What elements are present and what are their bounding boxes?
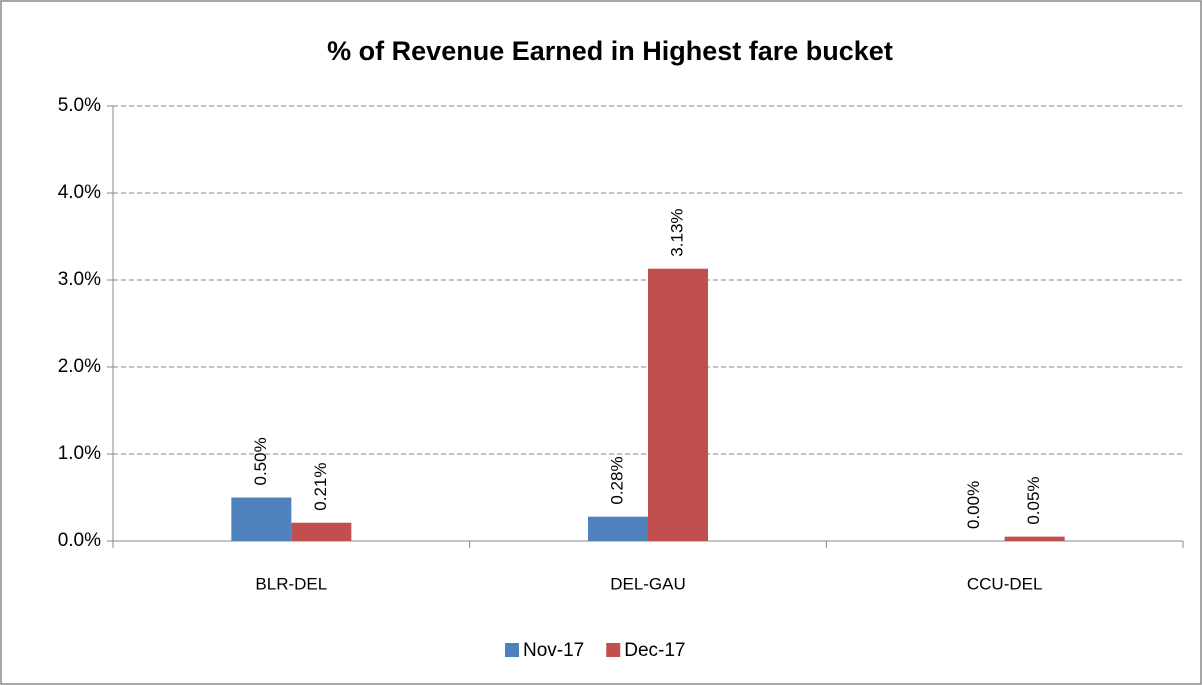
chart-title: % of Revenue Earned in Highest fare buck… [327,36,893,66]
y-tick-label: 0.0% [58,530,101,551]
legend-label: Dec-17 [624,640,685,661]
y-tick-label: 5.0% [58,95,101,116]
x-tick-label: DEL-GAU [610,574,686,593]
bar [588,516,648,541]
data-label: 0.28% [607,456,626,504]
data-label: 3.13% [667,208,686,256]
x-tick-label: CCU-DEL [967,574,1043,593]
data-label: 0.00% [964,481,983,529]
bar [231,497,292,541]
bar [291,522,352,541]
bar [1004,536,1065,541]
y-tick-label: 1.0% [58,443,101,464]
y-tick-label: 4.0% [58,182,101,203]
x-tick-label: BLR-DEL [255,574,327,593]
legend-label: Nov-17 [523,640,584,661]
data-label: 0.50% [251,437,270,485]
y-tick-label: 3.0% [58,269,101,290]
data-label: 0.21% [311,463,330,511]
legend-swatch [606,643,621,657]
data-label: 0.05% [1024,476,1043,524]
bar [648,268,708,541]
legend-swatch [505,643,519,657]
y-tick-label: 2.0% [58,356,101,377]
